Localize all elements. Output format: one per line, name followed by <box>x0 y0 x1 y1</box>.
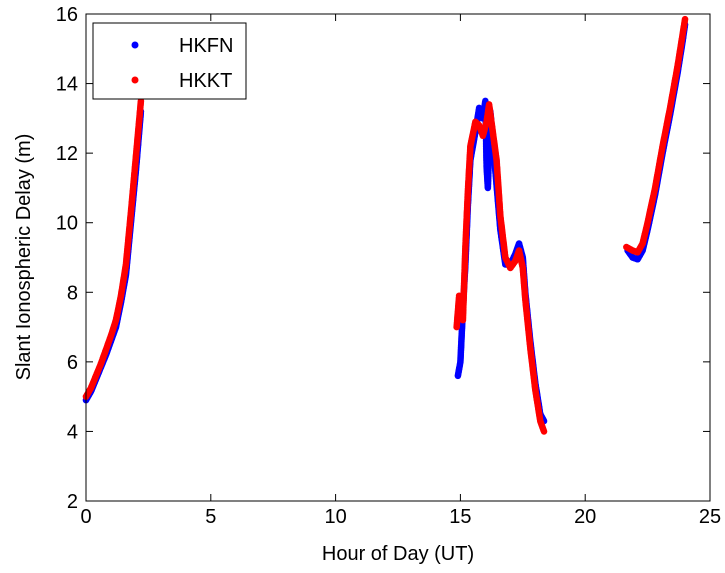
y-axis-label: Slant Ionospheric Delay (m) <box>13 134 35 381</box>
y-tick-label: 16 <box>56 4 78 26</box>
legend-box <box>92 22 247 100</box>
x-tick-label: 20 <box>574 506 596 528</box>
x-tick-label: 0 <box>80 506 91 528</box>
y-tick-label: 10 <box>56 213 78 235</box>
data-point <box>681 15 689 23</box>
y-tick-label: 12 <box>56 143 78 165</box>
x-tick-label: 25 <box>699 506 721 528</box>
y-tick-label: 4 <box>67 421 78 443</box>
legend-marker-hkfn <box>131 41 139 49</box>
y-tick-label: 8 <box>67 282 78 304</box>
legend: HKFN HKKT <box>92 22 247 100</box>
y-tick-label: 2 <box>67 491 78 513</box>
legend-label-hkkt: HKKT <box>179 70 232 92</box>
data-layer <box>82 15 689 435</box>
y-tick-label: 6 <box>67 352 78 374</box>
series-hkkt <box>82 15 689 435</box>
x-axis-label: Hour of Day (UT) <box>322 543 474 565</box>
legend-label-hkfn: HKFN <box>179 35 233 57</box>
x-tick-label: 10 <box>324 506 346 528</box>
y-tick-label: 14 <box>56 74 78 96</box>
plot-frame <box>85 13 711 502</box>
ticks-layer: 0 5 10 15 20 25 2 4 6 8 10 12 14 16 <box>56 4 721 528</box>
x-tick-label: 15 <box>449 506 471 528</box>
legend-marker-hkkt <box>131 76 139 84</box>
x-tick-label: 5 <box>205 506 216 528</box>
data-point <box>540 428 548 435</box>
